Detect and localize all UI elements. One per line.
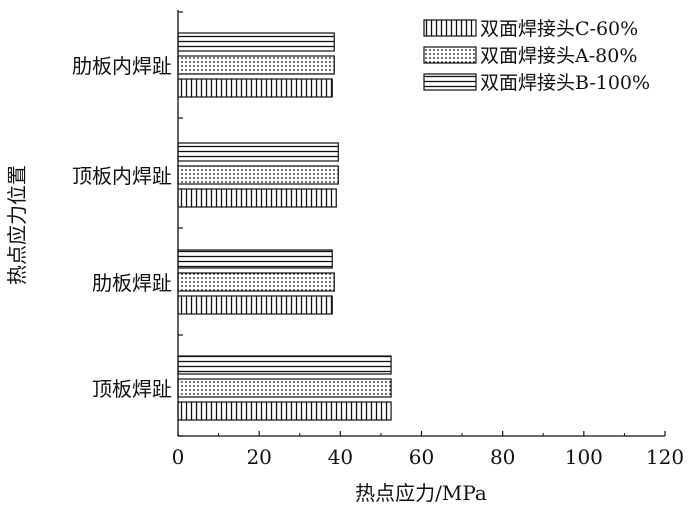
legend-label-3: 双面焊接头B-100%	[480, 72, 650, 94]
category-label-2: 肋板焊趾	[92, 271, 172, 295]
x-tick-label-5: 80	[490, 445, 515, 469]
bar-1-cat-2	[177, 295, 333, 315]
legend: 双面焊接头C-60% 双面焊接头A-80% 双面焊接头B-100%	[423, 18, 650, 94]
legend-swatch-2	[423, 46, 477, 64]
y-axis-title: 热点应力位置	[5, 165, 29, 285]
bar-2-cat-3	[177, 165, 339, 185]
bar-3-cat-2	[177, 249, 333, 269]
bar-2-cat-1	[177, 378, 392, 398]
labels-layer: 顶板焊趾 肋板焊趾 顶板内焊趾 肋板内焊趾 0 20 40 60 80 100 120 热点应力/MP…	[5, 54, 684, 505]
x-tick-label-2: 20	[246, 445, 271, 469]
bar-1-cat-3	[177, 188, 337, 208]
legend-label-2: 双面焊接头A-80%	[480, 45, 637, 67]
legend-label-1: 双面焊接头C-60%	[480, 18, 638, 40]
bar-2-cat-2	[177, 272, 335, 292]
bar-3-cat-4	[177, 32, 335, 52]
category-label-3: 顶板内焊趾	[72, 164, 172, 188]
bar-3-cat-3	[177, 142, 339, 162]
x-tick-label-1: 0	[172, 445, 185, 469]
axes-layer	[177, 10, 666, 437]
x-tick-label-4: 60	[409, 445, 434, 469]
category-label-1: 顶板焊趾	[92, 377, 172, 401]
bar-1-cat-1	[177, 401, 392, 421]
x-tick-label-6: 100	[565, 445, 603, 469]
bar-1-cat-4	[177, 78, 333, 98]
category-label-4: 肋板内焊趾	[72, 54, 172, 78]
legend-swatch-1	[423, 19, 477, 37]
x-tick-label-3: 40	[328, 445, 353, 469]
legend-swatch-3	[423, 73, 477, 91]
x-axis-title: 热点应力/MPa	[355, 481, 487, 505]
bars-layer	[177, 32, 392, 421]
x-tick-label-7: 120	[646, 445, 684, 469]
bar-3-cat-1	[177, 355, 392, 375]
bar-2-cat-4	[177, 55, 335, 75]
